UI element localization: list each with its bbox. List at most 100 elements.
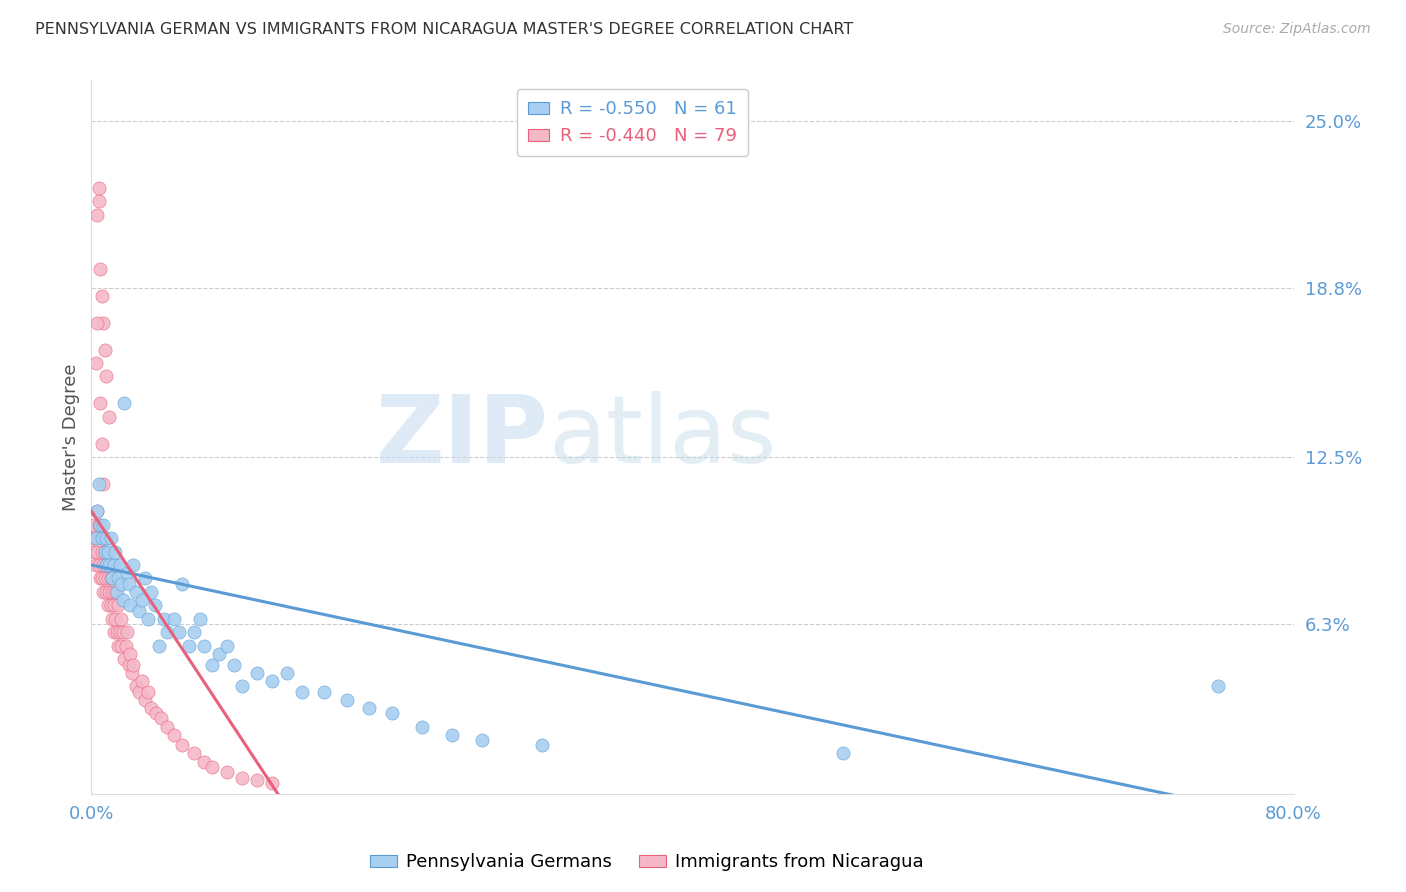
Point [155, 625, 177, 640]
Point [193, 755, 215, 769]
Point [118, 577, 141, 591]
Point [89, 517, 111, 532]
Point [177, 639, 200, 653]
Point [90, 571, 112, 585]
Point [87, 181, 110, 195]
Point [93, 517, 115, 532]
Point [110, 612, 132, 626]
Point [94, 544, 117, 558]
Point [336, 692, 359, 706]
Point [111, 625, 134, 640]
Point [122, 558, 145, 572]
Point [440, 728, 463, 742]
Point [87, 558, 110, 572]
Point [101, 571, 124, 585]
Point [117, 625, 139, 640]
Point [94, 571, 117, 585]
Point [98, 585, 121, 599]
Point [93, 558, 115, 572]
Point [90, 289, 112, 303]
Point [110, 577, 132, 591]
Point [134, 692, 156, 706]
Point [89, 261, 111, 276]
Point [531, 739, 554, 753]
Point [84, 531, 107, 545]
Text: Source: ZipAtlas.com: Source: ZipAtlas.com [1223, 22, 1371, 37]
Point [96, 531, 118, 545]
Point [1208, 679, 1230, 693]
Point [83, 517, 105, 532]
Point [98, 409, 121, 424]
Point [163, 728, 186, 742]
Point [86, 208, 108, 222]
Point [125, 585, 148, 599]
Point [148, 639, 170, 653]
Point [115, 639, 138, 653]
Point [108, 558, 131, 572]
Point [111, 593, 134, 607]
Point [215, 765, 238, 780]
Point [82, 531, 104, 545]
Y-axis label: Master's Degree: Master's Degree [62, 363, 80, 511]
Point [90, 544, 112, 558]
Point [201, 760, 224, 774]
Point [208, 647, 231, 661]
Point [98, 558, 121, 572]
Point [108, 625, 131, 640]
Point [125, 679, 148, 693]
Point [100, 599, 122, 613]
Point [98, 558, 121, 572]
Point [188, 612, 211, 626]
Point [103, 625, 125, 640]
Point [89, 396, 111, 410]
Point [83, 544, 105, 558]
Point [183, 625, 205, 640]
Point [193, 639, 215, 653]
Point [97, 599, 120, 613]
Point [96, 369, 118, 384]
Point [90, 437, 112, 451]
Point [170, 739, 193, 753]
Point [100, 571, 122, 585]
Point [131, 593, 153, 607]
Point [107, 639, 129, 653]
Point [89, 571, 111, 585]
Legend: R = -0.550   N = 61, R = -0.440   N = 79: R = -0.550 N = 61, R = -0.440 N = 79 [517, 89, 748, 156]
Point [86, 504, 108, 518]
Point [246, 773, 269, 788]
Point [107, 599, 129, 613]
Point [128, 684, 150, 698]
Point [90, 531, 112, 545]
Point [152, 612, 174, 626]
Point [231, 771, 253, 785]
Point [94, 343, 117, 357]
Point [87, 194, 110, 209]
Point [134, 571, 156, 585]
Point [183, 747, 205, 761]
Point [831, 747, 853, 761]
Point [381, 706, 404, 720]
Point [260, 673, 283, 688]
Point [87, 477, 110, 491]
Point [143, 599, 166, 613]
Point [93, 477, 115, 491]
Point [87, 517, 110, 532]
Point [104, 544, 127, 558]
Point [96, 558, 118, 572]
Point [114, 652, 136, 666]
Legend: Pennsylvania Germans, Immigrants from Nicaragua: Pennsylvania Germans, Immigrants from Ni… [363, 847, 931, 879]
Point [471, 733, 494, 747]
Text: PENNSYLVANIA GERMAN VS IMMIGRANTS FROM NICARAGUA MASTER'S DEGREE CORRELATION CHA: PENNSYLVANIA GERMAN VS IMMIGRANTS FROM N… [35, 22, 853, 37]
Point [105, 585, 128, 599]
Point [96, 558, 118, 572]
Point [131, 673, 153, 688]
Point [96, 531, 118, 545]
Point [110, 639, 132, 653]
Text: atlas: atlas [548, 391, 776, 483]
Point [117, 566, 139, 580]
Point [114, 396, 136, 410]
Point [103, 599, 125, 613]
Point [359, 700, 381, 714]
Point [105, 625, 128, 640]
Point [101, 585, 124, 599]
